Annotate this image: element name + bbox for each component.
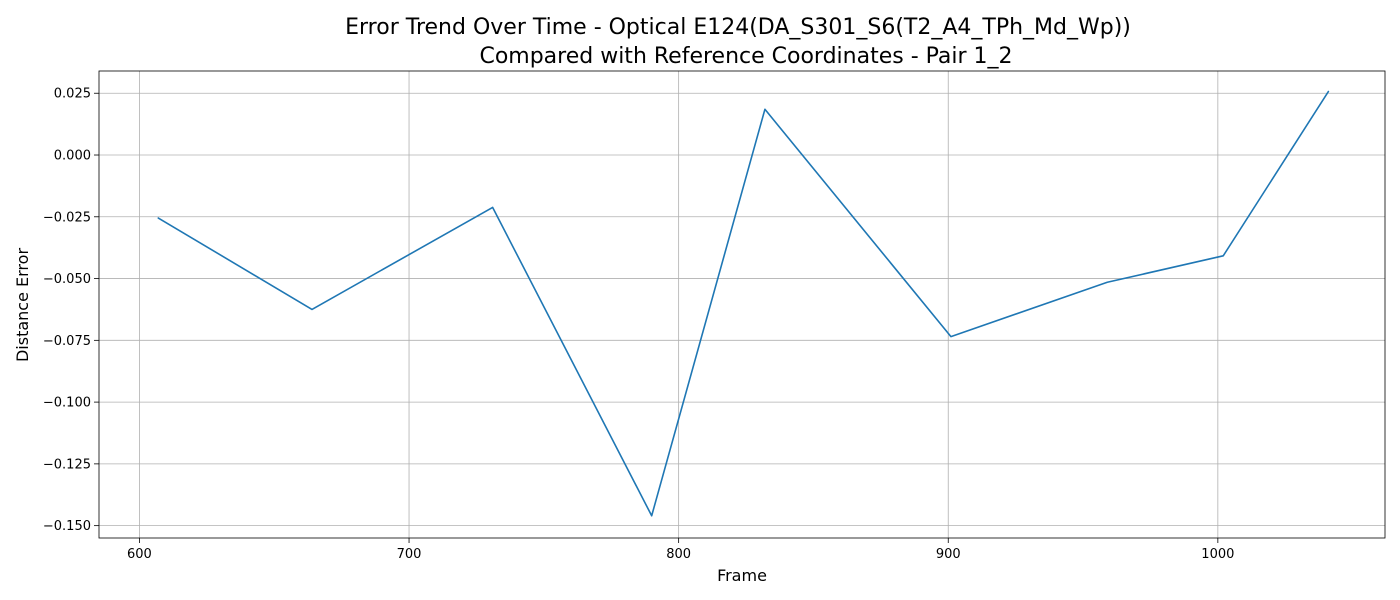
- axis-ticks: 600 700 800 900 1000 0.025 0.000 −0.025 −0.050 −0…: [43, 87, 1235, 562]
- y-tick-label: −0.025: [43, 210, 91, 225]
- y-tick-label: −0.100: [43, 396, 91, 411]
- x-tick-label: 600: [127, 547, 152, 562]
- x-axis-label: Frame: [717, 566, 767, 585]
- y-tick-label: −0.125: [43, 457, 91, 472]
- grid-lines: [99, 71, 1385, 538]
- series-line: [157, 90, 1330, 517]
- x-tick-label: 1000: [1201, 547, 1234, 562]
- y-tick-label: 0.025: [54, 87, 91, 102]
- y-axis-label: Distance Error: [13, 248, 32, 362]
- chart-title-line-1: Error Trend Over Time - Optical E124(DA_…: [345, 15, 1131, 40]
- y-tick-label: −0.050: [43, 272, 91, 287]
- x-tick-label: 700: [397, 547, 422, 562]
- chart-title-line-2: Compared with Reference Coordinates - Pa…: [479, 44, 1012, 69]
- series-group: [157, 90, 1330, 517]
- y-tick-label: −0.150: [43, 519, 91, 534]
- x-tick-label: 900: [936, 547, 961, 562]
- y-tick-label: −0.075: [43, 334, 91, 349]
- y-tick-label: 0.000: [54, 149, 91, 164]
- plot-frame: [98, 70, 1386, 539]
- x-tick-label: 800: [666, 547, 691, 562]
